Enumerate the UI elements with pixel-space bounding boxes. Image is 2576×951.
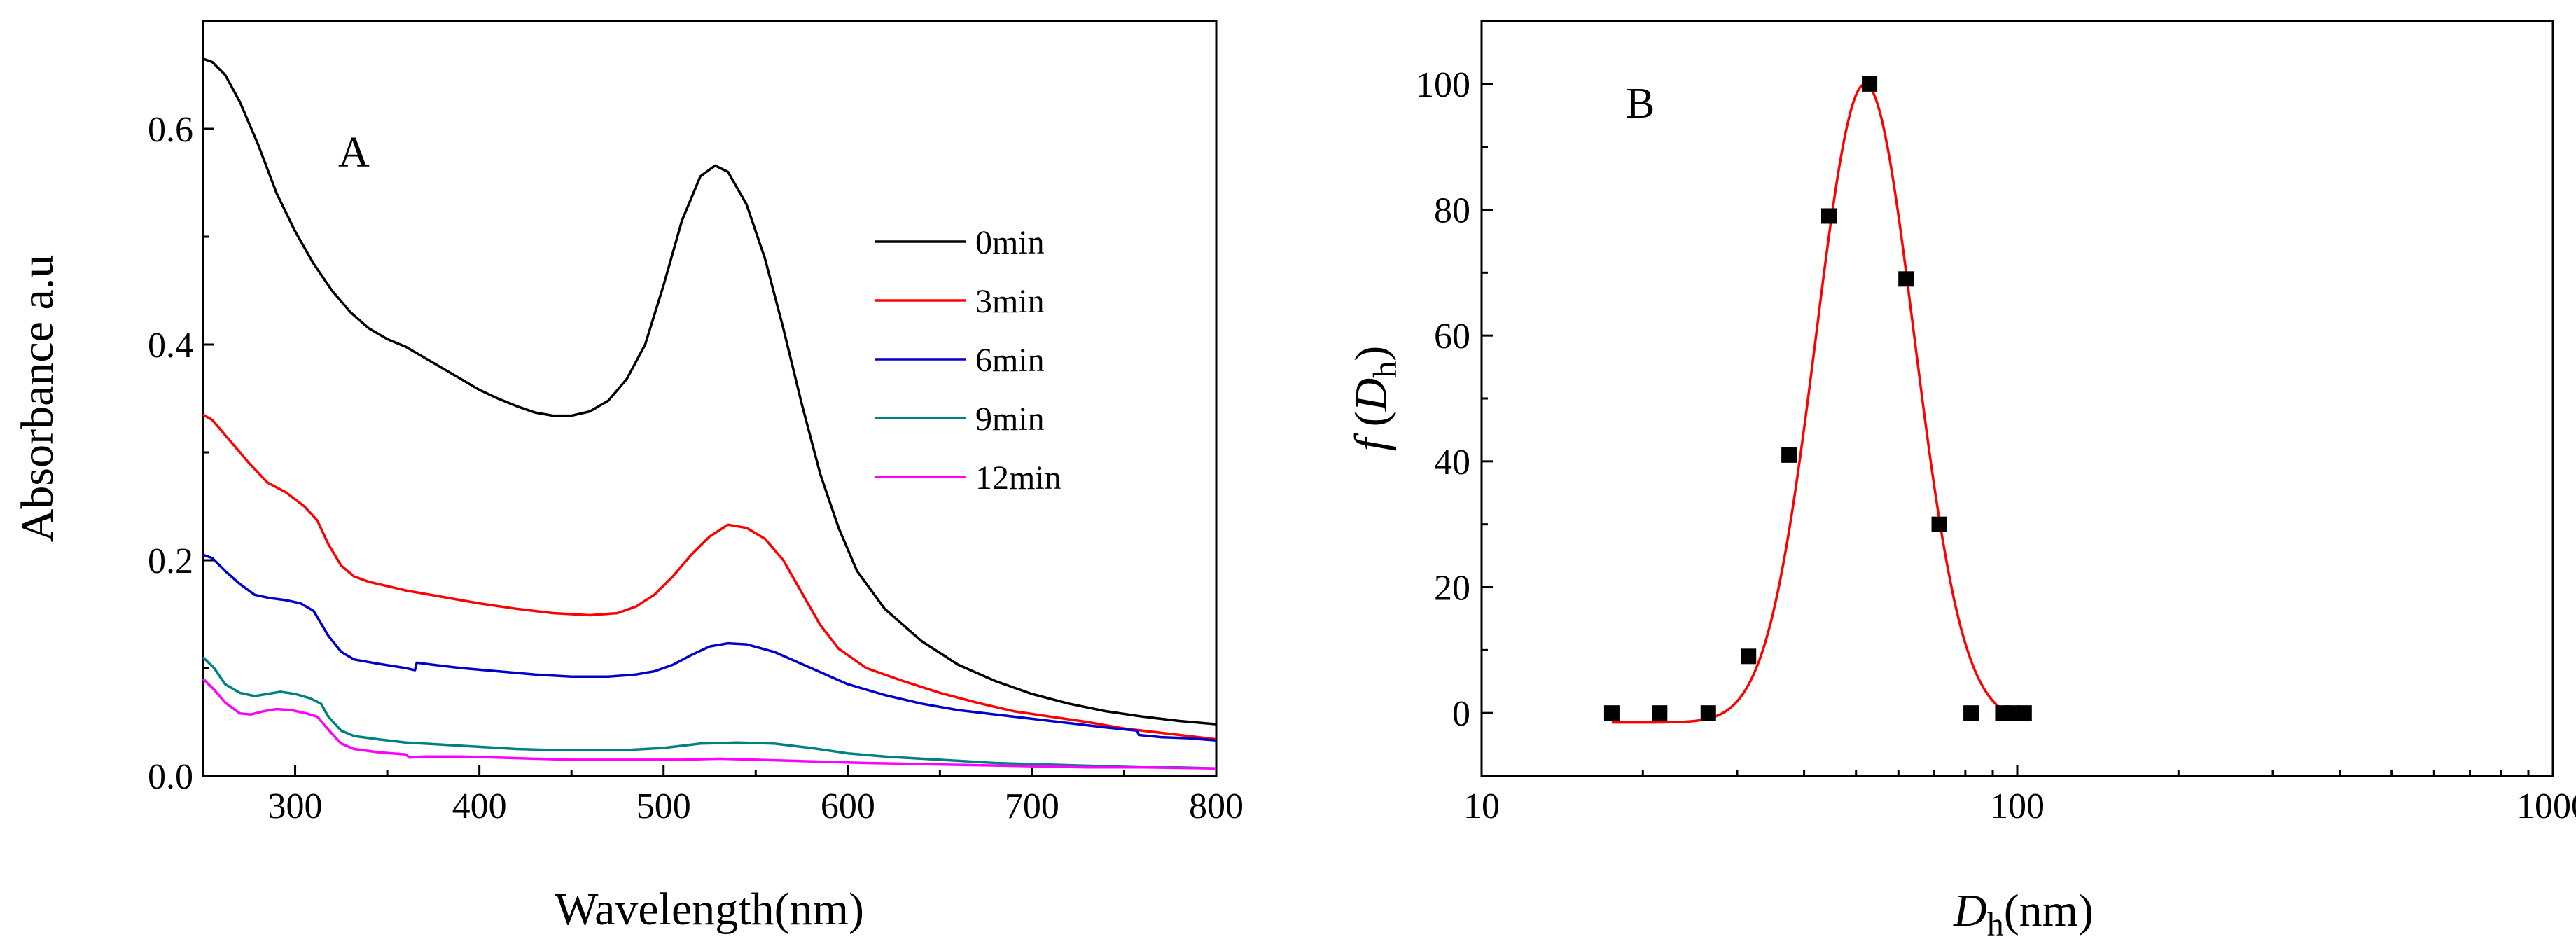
data-point [1963, 705, 1979, 721]
panel-b-fit [1611, 82, 2018, 724]
y-title-close: ) [1346, 346, 1397, 361]
panel-a-legend: 0min 3min 6min 9min 12min [875, 224, 1061, 497]
panel-b-points [1603, 76, 2032, 721]
panel-a-x-axis-title: Wavelength(nm) [555, 884, 864, 935]
data-point [1700, 705, 1716, 721]
data-point [1931, 516, 1947, 532]
panel-a-series [202, 57, 1217, 770]
y-tick-label: 0.0 [148, 757, 193, 797]
x-tick-label: 800 [1189, 786, 1244, 826]
y-tick-label: 100 [1416, 65, 1470, 105]
y-tick-label: 40 [1434, 443, 1470, 483]
panel-b-plot-frame [1480, 20, 2554, 777]
panel-b-y-ticks: 0 20 40 60 80 100 [1416, 65, 1493, 734]
x-tick-label: 300 [268, 786, 323, 826]
panel-b-y-axis-title: f (Dh) [1346, 346, 1404, 451]
y-title-sub: h [1367, 361, 1404, 378]
x-tick-label: 10 [1463, 786, 1500, 826]
data-point [1652, 705, 1668, 721]
data-point [1898, 271, 1914, 287]
x-title-unit: (nm) [2004, 885, 2094, 936]
y-tick-label: 0.4 [148, 326, 193, 366]
x-title-main: D [1953, 885, 1987, 936]
fit-curve [1611, 82, 2018, 724]
panel-b-label: B [1626, 80, 1655, 127]
y-tick-label: 0 [1452, 694, 1470, 734]
y-tick-label: 20 [1434, 569, 1470, 609]
panel-a-x-ticks: 300 400 500 600 700 800 [202, 765, 1244, 826]
legend-label: 3min [975, 283, 1045, 320]
panel-a-y-axis-title: Absorbance a.u [12, 255, 63, 543]
legend-label: 0min [975, 224, 1045, 261]
x-tick-label: 100 [1990, 786, 2045, 826]
legend-label: 12min [975, 459, 1061, 497]
series-line-6min [202, 553, 1217, 742]
absorbance-chart: 300 400 500 600 700 800 0.0 0.2 0.4 0.6 A Wavele… [12, 20, 1244, 935]
x-title-sub: h [1987, 906, 2004, 943]
legend-label: 9min [975, 401, 1045, 438]
y-tick-label: 80 [1434, 191, 1470, 231]
legend-label: 6min [975, 342, 1045, 379]
data-point [1741, 648, 1757, 665]
y-title-main: D [1346, 378, 1397, 412]
y-title-open: ( [1346, 411, 1397, 438]
y-tick-label: 0.2 [148, 541, 193, 581]
data-point [1781, 447, 1797, 463]
panel-b-x-axis-title: Dh(nm) [1953, 885, 2094, 943]
data-point [1820, 208, 1837, 224]
y-tick-label: 60 [1434, 317, 1470, 356]
panel-a-y-ticks: 0.0 0.2 0.4 0.6 [148, 110, 214, 797]
x-tick-label: 700 [1005, 786, 1059, 826]
data-point [1603, 705, 1620, 721]
panel-a-plot-frame [202, 20, 1218, 777]
x-tick-label: 500 [636, 786, 691, 826]
series-line-0min [202, 57, 1217, 726]
series-line-3min [202, 413, 1217, 741]
y-tick-label: 0.6 [148, 110, 193, 150]
x-tick-label: 600 [821, 786, 875, 826]
data-point [1862, 76, 1878, 92]
panel-a-label: A [338, 129, 370, 176]
series-line-9min [202, 656, 1217, 770]
data-point [2005, 705, 2021, 721]
series-line-12min [202, 678, 1217, 770]
x-tick-label: 400 [452, 786, 507, 826]
data-point [2016, 705, 2032, 721]
